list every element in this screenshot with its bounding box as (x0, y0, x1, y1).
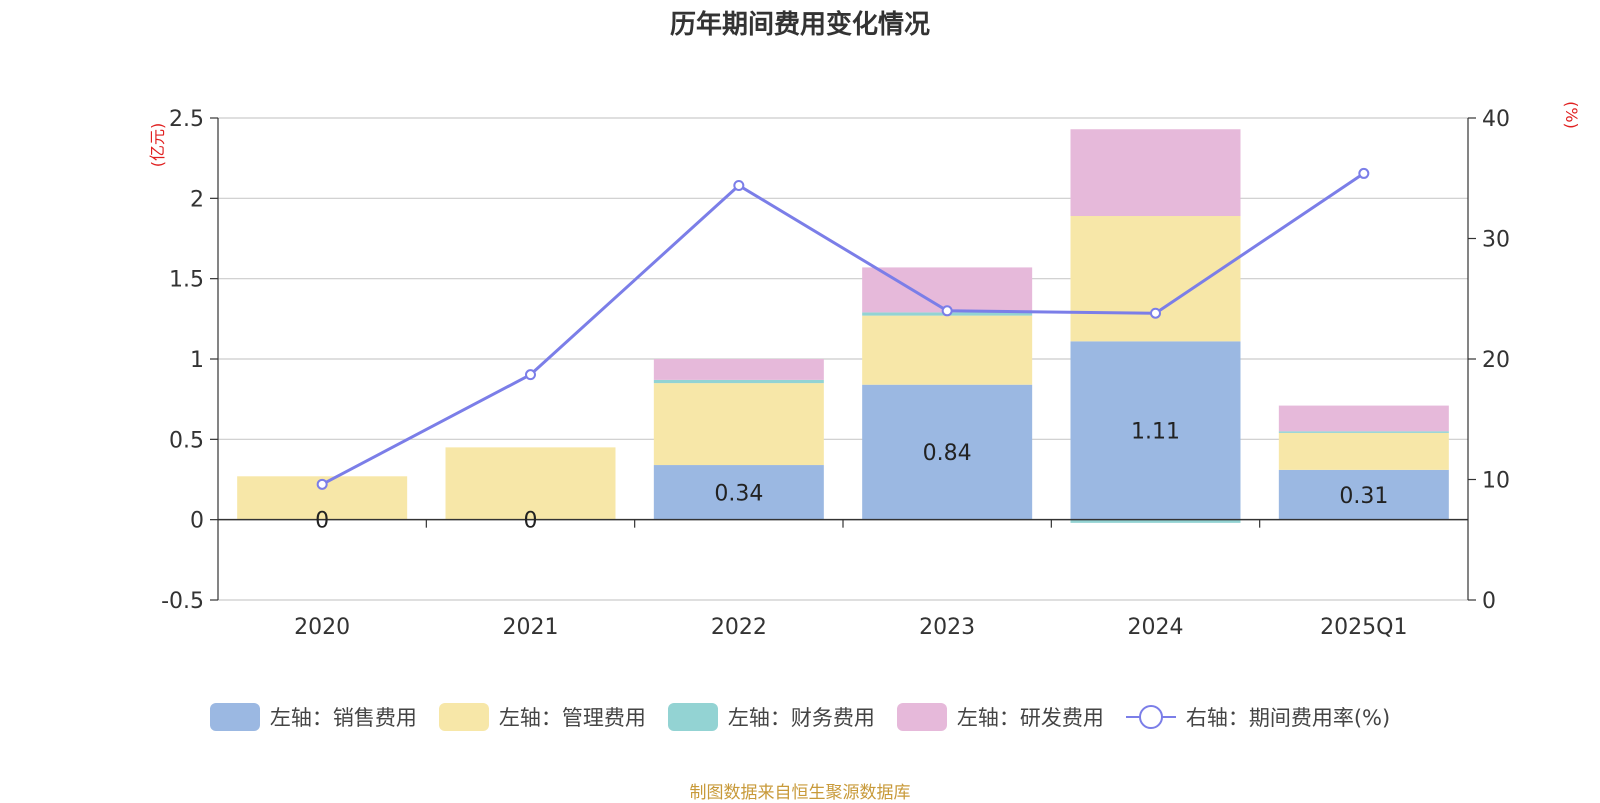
legend: 左轴：销售费用 左轴：管理费用 左轴：财务费用 左轴：研发费用 右轴：期间费用率… (0, 702, 1600, 732)
bar-admin-2024 (1070, 216, 1241, 342)
legend-item-finance[interactable]: 左轴：财务费用 (667, 702, 875, 732)
left-tick-label: 1.5 (169, 268, 204, 293)
right-axis-unit: (%) (1562, 101, 1581, 129)
legend-label-admin: 左轴：管理费用 (498, 706, 646, 730)
bar-admin-2021 (445, 447, 616, 520)
expense-rate-point-2021 (525, 369, 536, 381)
expense-rate-point-2023 (941, 305, 953, 317)
legend-label-sales: 左轴：销售费用 (269, 706, 417, 730)
bar-sales-2025Q1 (1278, 469, 1449, 520)
legend-item-expense-rate[interactable]: 右轴：期间费用率(%) (1125, 702, 1391, 732)
expense-rate-point-2020 (316, 478, 328, 490)
legend-item-admin[interactable]: 左轴：管理费用 (438, 702, 646, 732)
bar-admin-2023 (862, 315, 1033, 385)
x-tick-label: 2025Q1 (1320, 615, 1407, 640)
legend-item-sales[interactable]: 左轴：销售费用 (209, 702, 417, 732)
left-axis-unit: (亿元) (148, 123, 167, 168)
legend-label-finance: 左轴：财务费用 (727, 706, 875, 730)
legend-swatch-rnd (896, 703, 947, 731)
left-tick-label: 2.5 (169, 107, 204, 132)
data-label-sales: 0 (315, 509, 329, 534)
expense-rate-point-2024 (1150, 307, 1161, 319)
bar-sales-2023 (862, 384, 1033, 520)
bar-sales-2022 (653, 465, 824, 520)
bar-finance-2025Q1 (1278, 431, 1449, 433)
right-tick-label: 20 (1482, 348, 1510, 373)
bar-admin-2025Q1 (1278, 432, 1449, 470)
right-tick-label: 0 (1482, 589, 1496, 614)
x-tick-label: 2020 (294, 615, 350, 640)
chart-canvas: 2.5 2 1.5 1 0.5 0 -0.5 40 30 20 10 0 (亿元) (%) 2020 2021… (148, 101, 1581, 640)
chart-title: 历年期间费用变化情况 (669, 10, 930, 40)
data-label-sales: 0 (524, 509, 538, 534)
source-note: 制图数据来自恒生聚源数据库 (689, 783, 911, 803)
bar-finance-2022 (653, 379, 824, 384)
bar-rnd-2025Q1 (1278, 405, 1449, 432)
left-tick-label: 1 (190, 348, 204, 373)
legend-swatch-sales (209, 703, 260, 731)
left-tick-label: 2 (190, 187, 204, 212)
expense-rate-point-2025Q1 (1358, 167, 1370, 179)
left-tick-label: 0 (190, 509, 204, 534)
data-label-sales: 0.31 (1339, 484, 1388, 509)
legend-line-marker-icon (1125, 703, 1176, 731)
x-tick-label: 2022 (711, 615, 767, 640)
data-label-sales: 0.84 (923, 441, 972, 466)
bar-sales-2024 (1070, 341, 1241, 520)
right-tick-label: 40 (1482, 107, 1510, 132)
expense-rate-line (321, 172, 1365, 486)
data-label-sales: 0.34 (714, 481, 763, 506)
legend-label-expense-rate: 右轴：期间费用率(%) (1185, 706, 1391, 730)
left-tick-label: 0.5 (169, 428, 204, 453)
bar-rnd-2022 (653, 359, 824, 380)
bar-finance-2024 (1070, 519, 1241, 523)
x-tick-label: 2024 (1128, 615, 1184, 640)
data-label-sales: 1.11 (1131, 419, 1180, 444)
bar-rnd-2023 (862, 267, 1033, 313)
legend-item-rnd[interactable]: 左轴：研发费用 (896, 702, 1104, 732)
legend-label-rnd: 左轴：研发费用 (956, 706, 1104, 730)
bar-rnd-2024 (1070, 129, 1241, 217)
left-tick-label: -0.5 (161, 589, 204, 614)
legend-swatch-admin (438, 703, 489, 731)
bar-admin-2022 (653, 383, 824, 466)
right-tick-label: 30 (1482, 228, 1510, 253)
x-tick-label: 2023 (919, 615, 975, 640)
legend-swatch-finance (667, 703, 718, 731)
right-tick-label: 10 (1482, 469, 1510, 494)
expense-rate-point-2022 (733, 179, 745, 191)
x-tick-label: 2021 (503, 615, 559, 640)
